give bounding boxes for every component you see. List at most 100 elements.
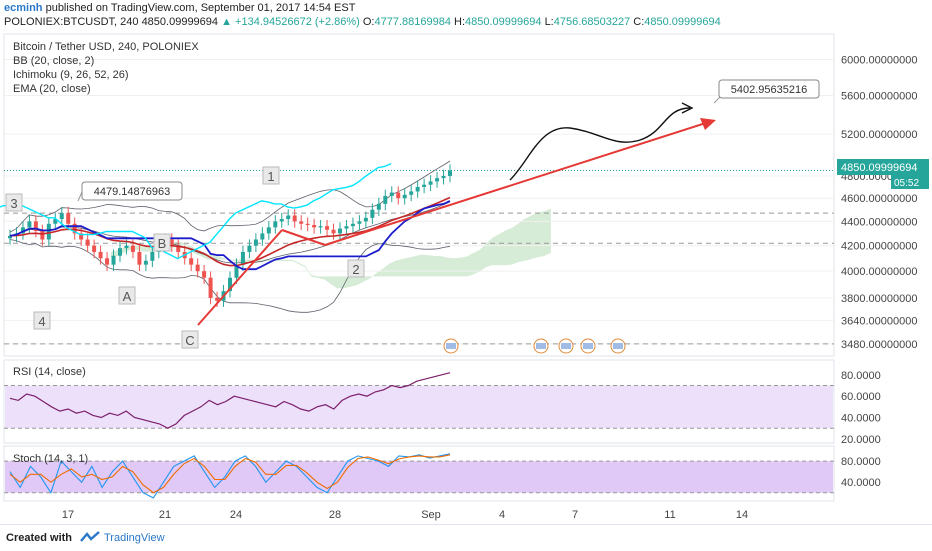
time-tick-label: 7 bbox=[572, 509, 578, 521]
wave-label-1[interactable]: 1 bbox=[262, 166, 280, 185]
candle bbox=[208, 277, 213, 298]
trend-line-3[interactable] bbox=[324, 120, 713, 246]
indicator-legend: Bitcoin / Tether USD, 240, POLONIEX BB (… bbox=[13, 41, 199, 95]
countdown-text: 05:52 bbox=[894, 178, 919, 189]
candle bbox=[228, 277, 232, 292]
stoch-band bbox=[5, 461, 833, 493]
time-tick-label: 4 bbox=[499, 509, 505, 521]
stoch-label: Stoch (14, 3, 1) bbox=[13, 453, 88, 465]
callout-4479[interactable]: 4479.14876963 bbox=[77, 181, 183, 202]
candle bbox=[98, 251, 103, 259]
price-tick-label: 5600.00000000 bbox=[841, 90, 917, 102]
footer: Created with TradingView bbox=[0, 524, 932, 551]
legend-title: Bitcoin / Tether USD, 240, POLONIEX bbox=[13, 41, 199, 53]
candle bbox=[137, 251, 142, 265]
candle bbox=[20, 227, 25, 234]
wave-label-2[interactable]: 2 bbox=[347, 259, 365, 278]
wave-label-text: 1 bbox=[267, 169, 274, 184]
candle bbox=[279, 219, 284, 222]
economic-event-flags[interactable] bbox=[443, 338, 626, 354]
candle bbox=[79, 233, 84, 240]
legend-bb: BB (20, close, 2) bbox=[13, 55, 94, 67]
wave-label-4[interactable]: 4 bbox=[33, 311, 51, 330]
candle bbox=[428, 181, 433, 185]
candle bbox=[299, 221, 304, 224]
candle bbox=[143, 260, 148, 265]
wave-label-3[interactable]: 3 bbox=[5, 193, 23, 212]
price-tick-label: 3640.00000000 bbox=[841, 315, 917, 327]
callout-5402[interactable]: 5402.95635216 bbox=[713, 79, 820, 104]
time-axis[interactable]: 17 21 24 28 Sep 4 7 11 14 bbox=[62, 509, 748, 521]
author-link[interactable]: ecminh bbox=[4, 2, 43, 14]
bb-lower bbox=[9, 239, 451, 313]
price-change: ▲ +134.94526672 (+2.86%) bbox=[221, 16, 360, 28]
price-tick-label: 6000.00000000 bbox=[841, 54, 917, 66]
wave-label-c[interactable]: C bbox=[181, 330, 199, 349]
callout-text: 5402.95635216 bbox=[731, 84, 807, 96]
candle bbox=[195, 264, 200, 272]
candle bbox=[118, 248, 122, 256]
trend-arrow-head bbox=[700, 118, 716, 130]
candle bbox=[344, 226, 349, 229]
candle bbox=[27, 221, 32, 228]
rsi-label: RSI (14, close) bbox=[13, 366, 86, 378]
price-axis[interactable]: 6000.00000000 5600.00000000 5200.00000000 4… bbox=[841, 54, 917, 350]
rsi-tick-label: 80.0000 bbox=[841, 370, 881, 382]
candle bbox=[59, 213, 64, 220]
candle bbox=[305, 223, 310, 225]
tradingview-brand-link[interactable]: TradingView bbox=[104, 532, 165, 544]
wave-label-a[interactable]: A bbox=[118, 286, 136, 305]
candle bbox=[338, 228, 342, 234]
rsi-plot bbox=[4, 372, 834, 429]
projection-arrow-head bbox=[681, 102, 694, 114]
time-tick-label: 11 bbox=[664, 509, 675, 521]
ichimoku-cloud bbox=[110, 208, 551, 289]
candle bbox=[363, 217, 368, 222]
price-tick-label: 4000.00000000 bbox=[841, 266, 917, 278]
candle bbox=[247, 245, 252, 252]
candle bbox=[312, 224, 317, 228]
candle bbox=[240, 251, 245, 265]
stoch-d-line bbox=[9, 454, 451, 494]
candle bbox=[111, 255, 116, 265]
annotation-drawings[interactable] bbox=[197, 102, 716, 326]
last-price-box bbox=[837, 159, 929, 175]
candle bbox=[409, 191, 414, 195]
candle bbox=[169, 239, 174, 246]
low-label: L: bbox=[544, 16, 554, 28]
countdown-box bbox=[891, 175, 929, 189]
wave-label-text: 3 bbox=[10, 196, 17, 211]
price-tick-label: 5200.00000000 bbox=[841, 129, 917, 141]
trend-line-1[interactable] bbox=[197, 229, 283, 326]
candle bbox=[124, 245, 129, 249]
candle bbox=[189, 258, 194, 265]
callout-box bbox=[718, 79, 820, 99]
chikou-line bbox=[0, 163, 392, 260]
bb-basis bbox=[9, 201, 451, 264]
projection-curve[interactable] bbox=[509, 107, 691, 181]
candle bbox=[331, 229, 336, 234]
publish-info: published on TradingView.com, September … bbox=[45, 2, 356, 14]
stoch-plot bbox=[4, 453, 834, 499]
candle bbox=[8, 235, 12, 239]
cloud-area bbox=[110, 208, 551, 289]
wave-label-text: B bbox=[158, 236, 167, 251]
candle bbox=[396, 192, 401, 199]
close-value: 4850.09999694 bbox=[644, 16, 721, 28]
candle bbox=[286, 215, 291, 220]
wave-label-text: 4 bbox=[38, 314, 45, 329]
callout-box bbox=[81, 181, 183, 201]
price-tick-label: 4600.00000000 bbox=[841, 193, 917, 205]
candle bbox=[448, 170, 452, 176]
time-tick-label: 28 bbox=[329, 509, 341, 521]
chart-canvas[interactable]: 4479.14876963 5402.95635216 1 2 3 4 A B … bbox=[0, 0, 932, 524]
wave-label-b[interactable]: B bbox=[153, 233, 171, 252]
stoch-tick-label: 80.0000 bbox=[841, 456, 881, 468]
price-tick-label: 3480.00000000 bbox=[841, 339, 917, 351]
event-flag-icon bbox=[558, 338, 574, 354]
open-label: O: bbox=[362, 16, 375, 28]
candle bbox=[318, 226, 323, 228]
wave-label-text: C bbox=[185, 333, 194, 348]
candle bbox=[92, 245, 97, 252]
trend-line-2[interactable] bbox=[281, 229, 326, 246]
